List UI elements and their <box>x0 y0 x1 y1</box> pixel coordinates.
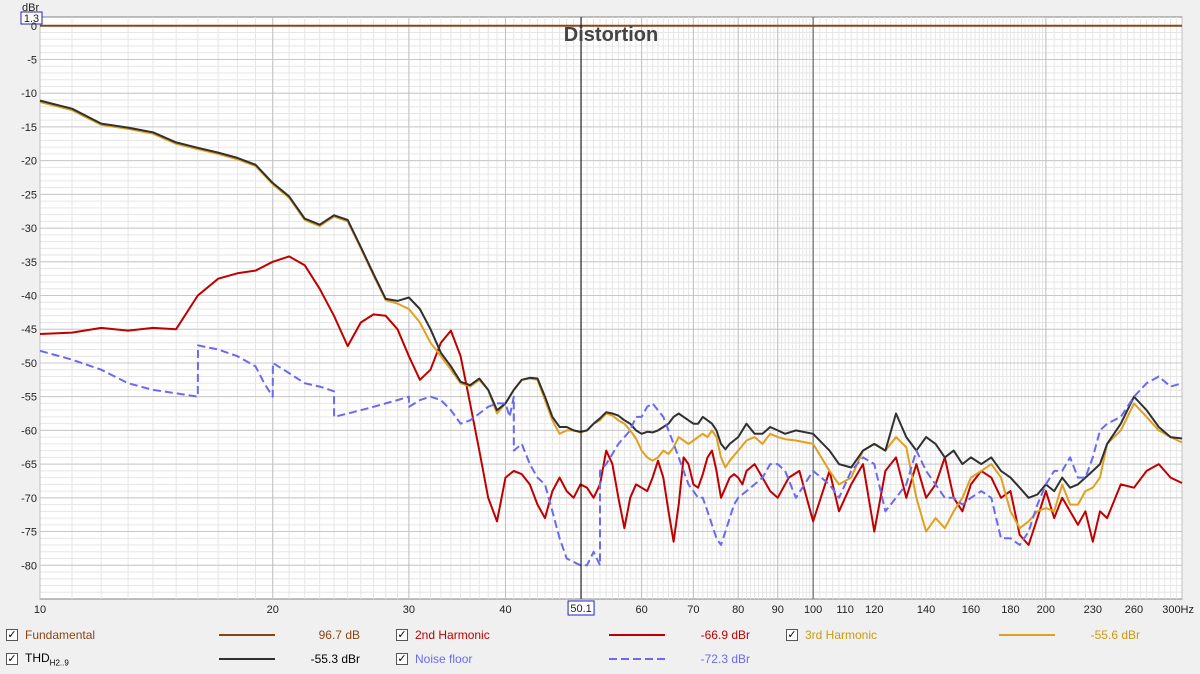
legend-value: -55.6 dBr <box>1090 628 1140 642</box>
x-tick-label: 10 <box>34 604 46 616</box>
x-tick-label: 160 <box>962 604 980 616</box>
x-tick-label: 200 <box>1037 604 1055 616</box>
y-tick-label: -20 <box>21 156 37 168</box>
legend-checkbox[interactable]: ✓ <box>396 629 408 641</box>
y-tick-label: -50 <box>21 358 37 370</box>
y-tick-label: -65 <box>21 459 37 471</box>
legend-swatch <box>999 634 1055 636</box>
series-2nd-harmonic <box>39 255 1183 546</box>
legend-label: 3rd Harmonic <box>805 628 878 642</box>
y-tick-label: -5 <box>27 54 37 66</box>
x-tick-label: 300Hz <box>1162 604 1194 616</box>
legend-value: -72.3 dBr <box>700 652 750 666</box>
y-axis-label: dBr <box>22 2 39 14</box>
y-max-box <box>20 11 43 25</box>
legend-swatch <box>219 634 275 636</box>
x-tick-label: 180 <box>1001 604 1019 616</box>
legend-checkbox[interactable]: ✓ <box>6 653 18 665</box>
y-tick-label: -25 <box>21 189 37 201</box>
x-tick-label: 50.1 <box>570 603 591 615</box>
x-tick-label: 30 <box>403 604 415 616</box>
x-tick-label: 40 <box>499 604 511 616</box>
y-tick-label: -75 <box>21 527 37 539</box>
y-tick-label: -60 <box>21 425 37 437</box>
y-tick-label: -70 <box>21 493 37 505</box>
cursor-x-readout[interactable]: 50.1 <box>567 600 595 616</box>
legend-value: -55.3 dBr <box>310 652 360 666</box>
legend-item[interactable]: ✓ 2nd Harmonic <box>396 626 490 644</box>
y-tick-label: -40 <box>21 291 37 303</box>
distortion-chart[interactable]: 1.30 -5 -10 -15 -20 -25 -30 -35 -40 -45 -50 -55 -60 -… <box>0 0 1200 624</box>
legend-swatch <box>609 634 665 636</box>
y-axis-ticks: 1.30 -5 -10 -15 -20 -25 -30 -35 -40 -45 -50 -55 -60 -… <box>20 11 43 572</box>
y-tick-label: -15 <box>21 122 37 134</box>
legend-item[interactable]: ✓ Noise floor <box>396 650 472 668</box>
legend-item[interactable]: ✓ THDH2..9 <box>6 650 69 668</box>
y-tick-label: -10 <box>21 88 37 100</box>
x-tick-label: 80 <box>732 604 744 616</box>
legend-item[interactable]: ✓ Fundamental <box>6 626 95 644</box>
x-tick-label: 230 <box>1084 604 1102 616</box>
x-tick-label: 140 <box>917 604 935 616</box>
x-tick-label: 110 <box>836 604 854 616</box>
chart-title: Distortion <box>564 24 658 46</box>
legend-checkbox[interactable]: ✓ <box>786 629 798 641</box>
legend-item[interactable]: ✓ 3rd Harmonic <box>786 626 877 644</box>
legend-label-sub: H2..9 <box>49 658 69 668</box>
y-tick-label: -80 <box>21 560 37 572</box>
series-lines <box>39 24 1183 567</box>
legend: ✓ Fundamental 96.7 dB ✓ 2nd Harmonic -66.9 dB… <box>0 624 1200 674</box>
x-tick-label: 20 <box>267 604 279 616</box>
legend-value: 96.7 dB <box>318 628 360 642</box>
x-tick-label: 70 <box>687 604 699 616</box>
y-tick-label: -55 <box>21 392 37 404</box>
legend-label: Noise floor <box>415 652 473 666</box>
y-tick-label: 0 <box>31 21 37 33</box>
x-tick-label: 60 <box>635 604 647 616</box>
x-axis-ticks: 10 20 30 40 50.1 60 70 80 90 100 110 120 140 160 180 20… <box>34 600 1194 616</box>
x-tick-label: 260 <box>1125 604 1143 616</box>
legend-label: Fundamental <box>25 628 96 642</box>
series-3rd-harmonic <box>39 101 1183 533</box>
x-tick-label: 100 <box>804 604 822 616</box>
y-tick-label: -30 <box>21 223 37 235</box>
cursor-x-box <box>567 600 595 616</box>
legend-label: 2nd Harmonic <box>415 628 490 642</box>
legend-label: THDH2..9 <box>25 650 69 668</box>
y-tick-label: -35 <box>21 257 37 269</box>
legend-checkbox[interactable]: ✓ <box>6 629 18 641</box>
y-max-value-box[interactable]: 1.3 <box>20 11 43 25</box>
legend-swatch <box>219 658 275 660</box>
series-thd <box>39 99 1183 499</box>
legend-swatch <box>609 658 665 660</box>
minor-grid <box>39 17 1183 599</box>
y-tick-label: 1.3 <box>24 13 39 25</box>
series-noise-floor <box>39 344 1183 567</box>
x-tick-label: 90 <box>772 604 784 616</box>
legend-checkbox[interactable]: ✓ <box>396 653 408 665</box>
x-tick-label: 120 <box>865 604 883 616</box>
legend-value: -66.9 dBr <box>700 628 750 642</box>
y-tick-label: -45 <box>21 324 37 336</box>
